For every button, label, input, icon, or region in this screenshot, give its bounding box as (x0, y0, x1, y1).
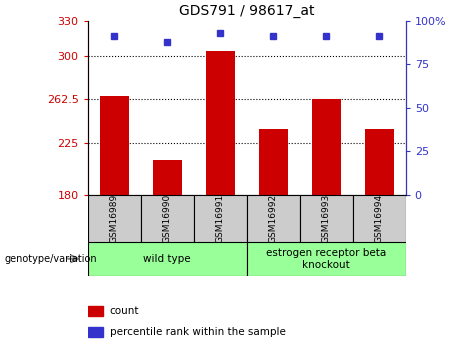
Bar (88, 327, 103, 337)
Text: estrogen receptor beta
knockout: estrogen receptor beta knockout (266, 248, 386, 269)
Text: count: count (110, 306, 139, 316)
Text: GSM16992: GSM16992 (269, 194, 278, 243)
Bar (206, 51, 235, 195)
Bar (247, 195, 300, 242)
Text: GSM16989: GSM16989 (110, 194, 118, 243)
Bar (353, 195, 406, 242)
Text: GSM16991: GSM16991 (216, 194, 225, 243)
Text: wild type: wild type (143, 254, 191, 264)
Bar (88, 241, 247, 276)
Bar (153, 160, 182, 195)
Text: GSM16990: GSM16990 (163, 194, 171, 243)
Bar (312, 99, 341, 195)
Text: genotype/variation: genotype/variation (5, 254, 97, 264)
Bar (259, 129, 288, 195)
Bar (100, 96, 129, 195)
Text: percentile rank within the sample: percentile rank within the sample (110, 327, 286, 337)
Bar (247, 241, 406, 276)
Bar (365, 129, 394, 195)
Bar (194, 195, 247, 242)
Bar (88, 195, 141, 242)
Bar (300, 195, 353, 242)
Bar (88, 306, 103, 316)
Title: GDS791 / 98617_at: GDS791 / 98617_at (179, 4, 314, 18)
Text: GSM16994: GSM16994 (375, 194, 384, 243)
Text: GSM16993: GSM16993 (322, 194, 331, 243)
Bar (141, 195, 194, 242)
